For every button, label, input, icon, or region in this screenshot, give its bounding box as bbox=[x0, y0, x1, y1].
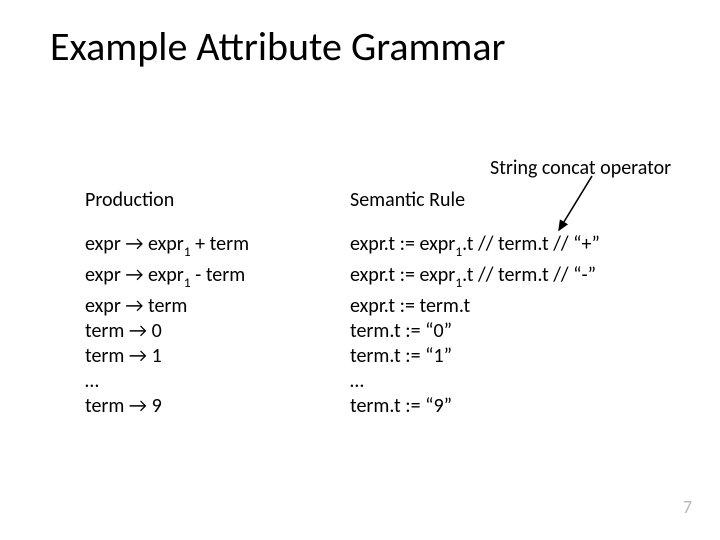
arrow-symbol: → bbox=[125, 294, 143, 318]
semantic-row: … bbox=[350, 369, 600, 394]
annotation-label: String concat operator bbox=[490, 156, 671, 180]
sem-rhs-pre: expr bbox=[419, 232, 455, 256]
sem-rhs-post: .t // term.t // “+” bbox=[462, 232, 600, 256]
prod-lhs: expr bbox=[85, 232, 121, 256]
prod-rhs-pre: 0 bbox=[152, 319, 162, 343]
assign-symbol: := bbox=[405, 394, 420, 418]
arrow-symbol: → bbox=[125, 263, 143, 287]
assign-symbol: := bbox=[405, 319, 420, 343]
sem-rhs-pre: “1” bbox=[425, 344, 452, 368]
production-row: … bbox=[85, 369, 249, 394]
slide-title: Example Attribute Grammar bbox=[50, 22, 506, 71]
prod-rhs-post: - term bbox=[191, 263, 246, 287]
prod-ellipsis: … bbox=[85, 369, 99, 393]
sem-lhs: term.t bbox=[350, 394, 401, 418]
sem-rhs-sub: 1 bbox=[455, 274, 462, 291]
sem-rhs-sub: 1 bbox=[455, 243, 462, 260]
semantic-row: expr.t := expr1.t // term.t // “-” bbox=[350, 263, 600, 294]
page-number: 7 bbox=[683, 496, 692, 518]
prod-lhs: term bbox=[85, 394, 124, 418]
arrow-symbol: → bbox=[129, 394, 147, 418]
semantic-row: term.t := “0” bbox=[350, 319, 600, 344]
assign-symbol: := bbox=[405, 344, 420, 368]
prod-lhs: expr bbox=[85, 294, 121, 318]
prod-rhs-pre: 1 bbox=[152, 344, 162, 368]
slide: Example Attribute Grammar String concat … bbox=[0, 0, 720, 540]
sem-rhs-pre: expr bbox=[419, 263, 455, 287]
production-row: term → 1 bbox=[85, 344, 249, 369]
prod-lhs: expr bbox=[85, 263, 121, 287]
semantic-row: term.t := “1” bbox=[350, 344, 600, 369]
sem-rhs-pre: “9” bbox=[425, 394, 452, 418]
semantic-list: expr.t := expr1.t // term.t // “+” expr.… bbox=[350, 232, 600, 419]
sem-lhs: expr.t bbox=[350, 232, 395, 256]
sem-rhs-pre: “0” bbox=[425, 319, 452, 343]
semantic-row: expr.t := term.t bbox=[350, 294, 600, 319]
production-row: term → 9 bbox=[85, 394, 249, 419]
production-row: expr → expr1 + term bbox=[85, 232, 249, 263]
sem-lhs: expr.t bbox=[350, 294, 395, 318]
assign-symbol: := bbox=[400, 232, 415, 256]
semantic-row: expr.t := expr1.t // term.t // “+” bbox=[350, 232, 600, 263]
production-row: expr → expr1 - term bbox=[85, 263, 249, 294]
prod-rhs-pre: expr bbox=[148, 232, 184, 256]
production-list: expr → expr1 + term expr → expr1 - term … bbox=[85, 232, 249, 419]
arrow-symbol: → bbox=[129, 319, 147, 343]
prod-lhs: term bbox=[85, 344, 124, 368]
sem-rhs-pre: term.t bbox=[419, 294, 470, 318]
prod-rhs-pre: term bbox=[148, 294, 187, 318]
production-row: term → 0 bbox=[85, 319, 249, 344]
arrow-symbol: → bbox=[125, 232, 143, 256]
sem-ellipsis: … bbox=[350, 369, 364, 393]
production-header: Production bbox=[85, 188, 174, 212]
prod-rhs-sub: 1 bbox=[184, 243, 191, 260]
semantic-row: term.t := “9” bbox=[350, 394, 600, 419]
sem-lhs: term.t bbox=[350, 344, 401, 368]
prod-rhs-post: + term bbox=[191, 232, 249, 256]
prod-lhs: term bbox=[85, 319, 124, 343]
semantic-header: Semantic Rule bbox=[350, 188, 465, 212]
arrow-symbol: → bbox=[129, 344, 147, 368]
prod-rhs-pre: expr bbox=[148, 263, 184, 287]
sem-lhs: expr.t bbox=[350, 263, 395, 287]
prod-rhs-sub: 1 bbox=[184, 274, 191, 291]
sem-lhs: term.t bbox=[350, 319, 401, 343]
sem-rhs-post: .t // term.t // “-” bbox=[462, 263, 596, 287]
assign-symbol: := bbox=[400, 294, 415, 318]
production-row: expr → term bbox=[85, 294, 249, 319]
prod-rhs-pre: 9 bbox=[152, 394, 162, 418]
assign-symbol: := bbox=[400, 263, 415, 287]
